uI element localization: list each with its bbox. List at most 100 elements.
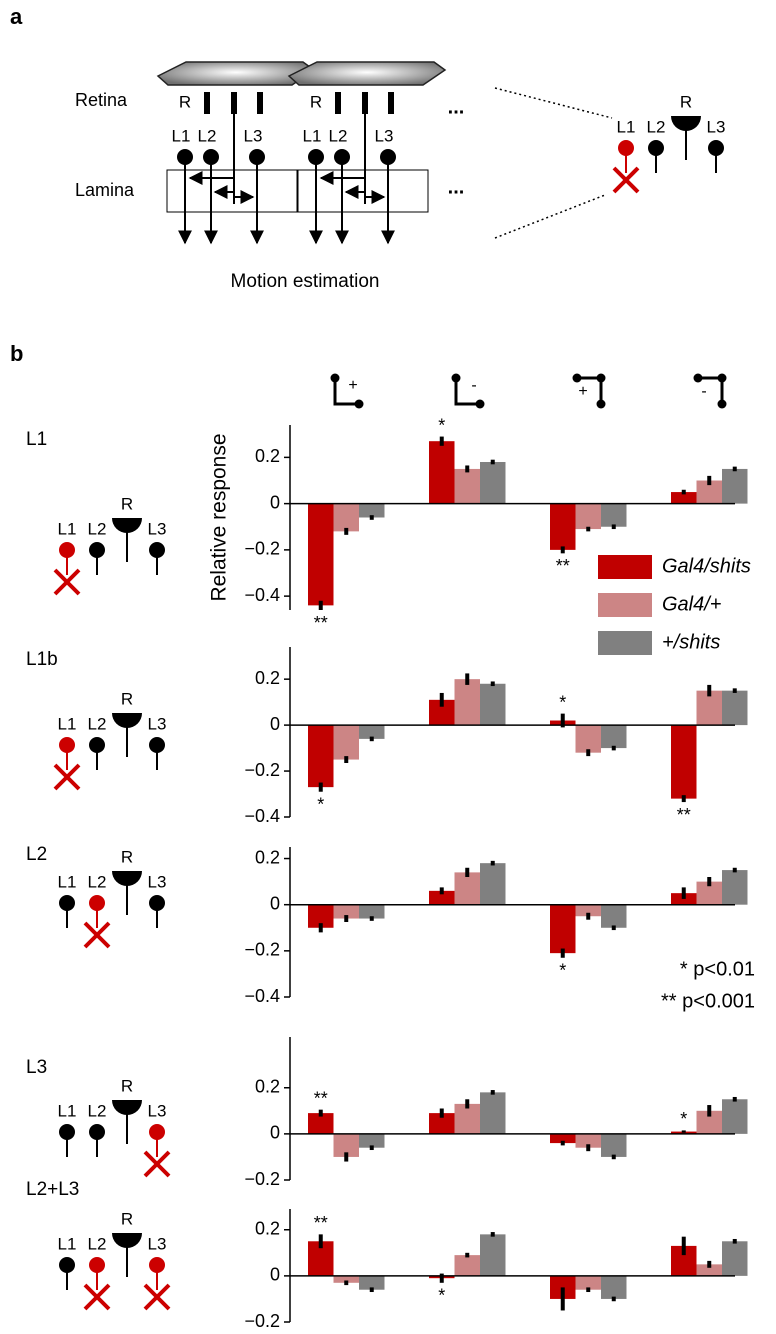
- stats-note: * p<0.01: [680, 958, 755, 980]
- row-title: L2: [26, 844, 47, 865]
- bar: [696, 1110, 722, 1134]
- significance-label: **: [314, 1088, 328, 1108]
- y-tick-label: 0: [270, 1123, 280, 1143]
- legend-swatch: [598, 593, 652, 617]
- bar: [454, 1255, 480, 1276]
- bar: [575, 1133, 601, 1148]
- legend-swatch: [598, 555, 652, 579]
- y-axis-label: Relative response: [208, 433, 231, 601]
- photoreceptor: [257, 92, 263, 114]
- y-tick-label: 0.2: [255, 847, 280, 867]
- significance-label: **: [677, 805, 691, 825]
- neuron-label: R: [121, 1209, 133, 1228]
- block-cross: [53, 763, 81, 791]
- photoreceptor-terminal: [671, 116, 701, 131]
- photoreceptor-label: R: [310, 92, 322, 111]
- photoreceptor-terminal: [112, 1100, 142, 1115]
- ellipsis: ...: [448, 96, 465, 118]
- block-cross: [53, 568, 81, 596]
- stimulus-dot: [572, 373, 582, 383]
- significance-label: *: [438, 1286, 445, 1306]
- bar: [722, 870, 748, 905]
- stimulus-dot: [717, 399, 727, 409]
- y-tick-label: 0.2: [255, 446, 280, 466]
- stimulus-sign: -: [701, 383, 706, 400]
- significance-label: *: [317, 794, 324, 814]
- ellipsis: ...: [448, 176, 465, 198]
- photoreceptor-terminal: [112, 518, 142, 533]
- significance-label: *: [559, 961, 566, 981]
- neuron-label: R: [121, 494, 133, 513]
- bar: [722, 1099, 748, 1134]
- neuron-label: L1: [58, 519, 77, 538]
- bar: [333, 904, 359, 919]
- block-cross: [143, 1150, 171, 1178]
- stimulus-icon: [333, 378, 359, 406]
- bar: [359, 503, 385, 518]
- legend-label: Gal4/+: [662, 593, 721, 615]
- bar: [671, 725, 697, 799]
- bar: [454, 468, 480, 504]
- neuron-label: L3: [244, 126, 263, 145]
- zoom-line: [494, 194, 606, 239]
- y-tick-label: 0.2: [255, 1076, 280, 1096]
- bar: [308, 904, 334, 928]
- neuron-label: L1: [58, 872, 77, 891]
- stimulus-dot: [717, 373, 727, 383]
- block-cross: [143, 1283, 171, 1311]
- bar: [480, 863, 506, 905]
- y-tick-label: −0.2: [244, 1311, 280, 1331]
- neuron-label: L3: [148, 872, 167, 891]
- bar: [601, 503, 627, 527]
- stimulus-dot: [596, 373, 606, 383]
- stimulus-dot: [354, 399, 364, 409]
- bar: [333, 1133, 359, 1157]
- neuron-label: L1: [58, 1101, 77, 1120]
- bar: [429, 890, 455, 905]
- lamina-cartridge: [166, 169, 298, 213]
- neuron-label: L2: [88, 1101, 107, 1120]
- y-tick-label: −0.4: [244, 986, 280, 1006]
- stimulus-dot: [693, 373, 703, 383]
- neuron-label: L1: [58, 1234, 77, 1253]
- neuron-label: L3: [707, 117, 726, 136]
- panel-label: a: [10, 4, 23, 29]
- photoreceptor: [388, 92, 394, 114]
- legend-swatch: [598, 631, 652, 655]
- output-label: Motion estimation: [231, 271, 380, 292]
- neuron-label: R: [121, 1076, 133, 1095]
- bar: [333, 503, 359, 532]
- y-tick-label: 0.2: [255, 1219, 280, 1239]
- bar: [454, 679, 480, 726]
- neuron-label: R: [121, 689, 133, 708]
- retina-cartridge: [287, 61, 447, 86]
- y-tick-label: −0.2: [244, 760, 280, 780]
- bar: [696, 1264, 722, 1276]
- bar: [359, 1275, 385, 1290]
- y-tick-label: −0.2: [244, 1169, 280, 1189]
- y-tick-label: 0.2: [255, 668, 280, 688]
- significance-label: *: [438, 415, 445, 435]
- photoreceptor: [335, 92, 341, 114]
- bar: [601, 1275, 627, 1299]
- stimulus-sign: +: [348, 377, 357, 394]
- neuron-label: L3: [148, 1101, 167, 1120]
- layer-label: Lamina: [75, 180, 135, 200]
- neuron-label: L2: [88, 714, 107, 733]
- photoreceptor: [204, 92, 210, 114]
- bar: [359, 725, 385, 739]
- bar: [480, 683, 506, 726]
- stimulus-dot: [596, 399, 606, 409]
- bar: [722, 1241, 748, 1276]
- y-tick-label: 0: [270, 893, 280, 913]
- row-title: L3: [26, 1057, 47, 1078]
- bar: [575, 503, 601, 530]
- neuron-label: L3: [148, 1234, 167, 1253]
- significance-label: *: [559, 692, 566, 712]
- bar: [480, 1092, 506, 1134]
- neuron-label: L2: [329, 126, 348, 145]
- bar: [550, 904, 576, 954]
- bar: [454, 872, 480, 905]
